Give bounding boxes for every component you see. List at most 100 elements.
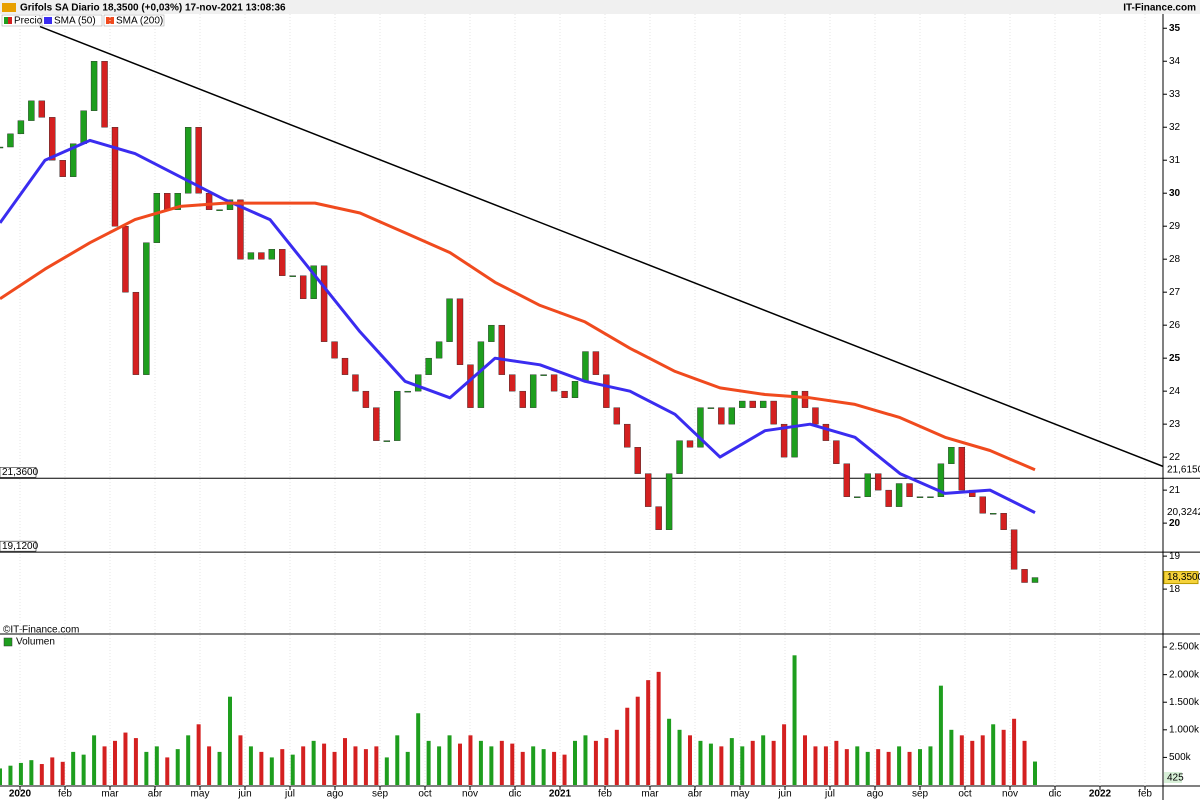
candle	[509, 374, 516, 392]
legend-swatch	[8, 17, 12, 24]
sma-line	[0, 138, 1036, 514]
y-tick-label: 19	[1169, 551, 1181, 562]
candle	[895, 483, 903, 507]
x-tick-label: may	[731, 789, 750, 800]
candle	[258, 252, 265, 260]
x-tick-label: 2022	[1089, 789, 1112, 800]
volume-bar	[280, 749, 285, 785]
volume-bar	[468, 735, 473, 785]
candle	[59, 160, 66, 177]
candle	[529, 374, 537, 408]
volume-title: Volumen	[16, 637, 55, 648]
candle	[791, 390, 798, 458]
volume-bar	[531, 746, 536, 785]
volume-bar	[614, 729, 619, 785]
last-value-tag	[1163, 571, 1199, 585]
x-tick-label: abr	[688, 789, 703, 800]
volume-bar	[343, 738, 347, 785]
volume-bar	[478, 740, 483, 785]
candle	[153, 193, 161, 243]
level-label-box	[0, 540, 37, 552]
volume-bar	[92, 735, 97, 785]
volume-bar	[897, 746, 902, 785]
volume-bar	[60, 761, 65, 785]
x-tick-label: dic	[1049, 789, 1062, 800]
volume-bar	[437, 746, 442, 785]
candle	[665, 473, 673, 530]
candle	[69, 143, 77, 177]
candle	[854, 496, 861, 498]
candle	[289, 275, 296, 277]
volume-bar	[113, 740, 117, 785]
y-tick-label: 32	[1169, 122, 1181, 133]
candle	[247, 252, 255, 260]
volume-bar	[593, 740, 598, 785]
candle	[101, 61, 108, 128]
volume-y-tick-label: 2.500k	[1169, 642, 1200, 653]
volume-bar	[813, 746, 818, 785]
volume-bar	[771, 740, 776, 785]
candle	[17, 120, 25, 135]
volume-bar	[259, 751, 264, 785]
volume-bar	[1012, 718, 1017, 785]
last-value-label: 21,6150	[1167, 464, 1200, 475]
candle	[676, 440, 683, 474]
candle	[822, 423, 830, 441]
candle	[603, 374, 610, 408]
volume-bar	[625, 707, 630, 785]
y-tick-label: 33	[1169, 89, 1181, 100]
legend-label: SMA (200)	[116, 16, 163, 27]
volume-bar	[458, 743, 462, 785]
candle	[28, 100, 35, 121]
volume-bar	[510, 743, 515, 785]
candle	[864, 473, 871, 497]
candle	[0, 146, 4, 149]
volume-bar	[71, 751, 76, 785]
candle	[906, 483, 913, 497]
volume-bar	[750, 740, 755, 785]
candle	[111, 127, 119, 227]
volume-bar	[186, 735, 191, 785]
copyright: ©IT-Finance.com	[3, 625, 79, 636]
volume-bar	[698, 740, 703, 785]
candle	[132, 291, 140, 375]
candle	[707, 407, 715, 409]
volume-bar	[667, 718, 672, 785]
volume-bar	[938, 685, 943, 785]
candle	[446, 298, 453, 342]
level-label: 21,3600	[2, 467, 39, 478]
volume-bar	[886, 751, 891, 785]
candle	[613, 407, 621, 425]
candle	[205, 193, 213, 210]
volume-bar	[301, 746, 306, 785]
candle	[7, 133, 14, 148]
y-tick-label: 18	[1169, 584, 1181, 595]
last-value-tag	[1164, 463, 1198, 476]
x-tick-label: may	[191, 789, 210, 800]
volume-bar	[823, 746, 828, 785]
volume-bar	[761, 735, 766, 785]
level-label-box	[0, 467, 37, 478]
volume-bar	[907, 751, 912, 785]
y-tick-label: 35	[1169, 23, 1181, 34]
volume-bar	[1033, 761, 1037, 785]
logo	[2, 3, 16, 12]
volume-bar	[970, 740, 975, 785]
candle	[80, 110, 87, 144]
candle	[362, 390, 370, 408]
x-tick-label: abr	[148, 789, 163, 800]
volume-bar	[165, 757, 170, 785]
candle	[143, 242, 150, 375]
candle	[1021, 569, 1028, 583]
volume-bar	[1022, 740, 1027, 785]
candle	[540, 374, 547, 376]
volume-bar	[447, 735, 452, 785]
candle	[519, 390, 526, 408]
volume-bar	[834, 740, 839, 785]
source: IT-Finance.com	[1123, 3, 1196, 14]
volume-bar	[154, 746, 159, 785]
x-tick-label: sep	[912, 789, 929, 800]
volume-bar	[426, 740, 431, 785]
y-tick-label: 20	[1169, 518, 1181, 529]
